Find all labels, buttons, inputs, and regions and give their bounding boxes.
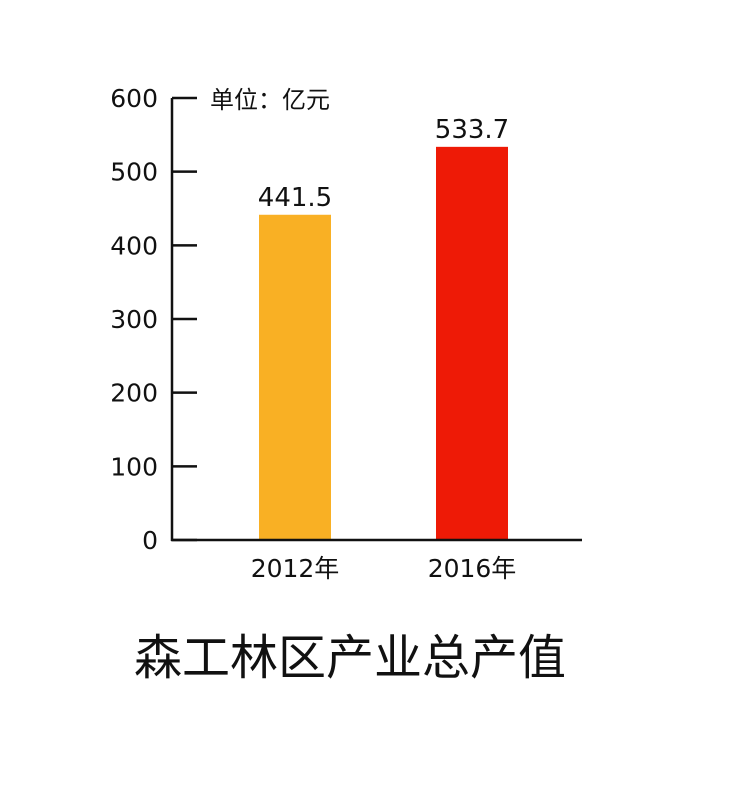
data-label: 533.7 [435, 115, 509, 145]
chart-title: 森工林区产业总产值 [133, 630, 566, 686]
y-tick-label: 500 [110, 158, 158, 187]
y-tick-label: 600 [110, 84, 158, 113]
y-tick-label: 0 [142, 526, 158, 555]
bar-2016年 [436, 146, 508, 540]
bar-2012年 [259, 214, 331, 541]
y-tick-label: 300 [110, 305, 158, 334]
x-tick-label: 2012年 [251, 554, 340, 583]
x-tick-label: 2016年 [428, 554, 517, 583]
data-label: 441.5 [258, 183, 332, 213]
y-tick-label: 400 [110, 231, 158, 260]
y-tick-label: 200 [110, 379, 158, 408]
unit-label: 单位：亿元 [210, 86, 330, 114]
y-tick-label: 100 [110, 452, 158, 481]
